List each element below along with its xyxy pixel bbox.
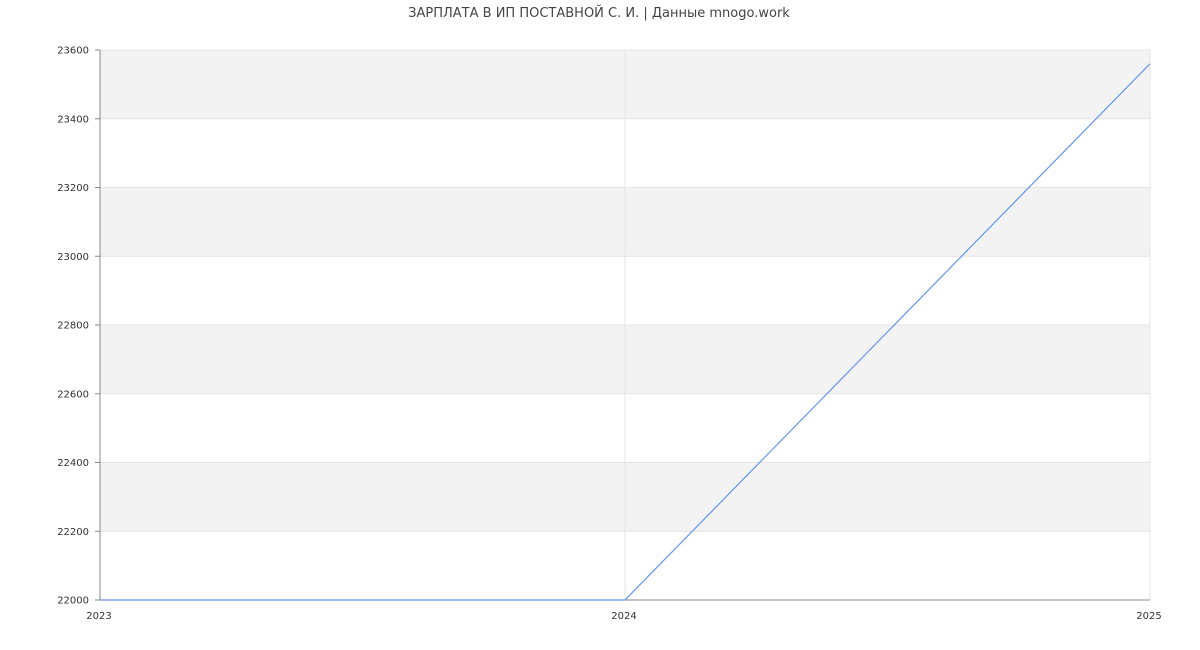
x-tick-label: 2024: [611, 611, 636, 622]
y-tick-label: 23000: [57, 252, 89, 263]
y-tick-label: 22200: [57, 527, 89, 538]
y-tick-label: 23200: [57, 183, 89, 194]
y-tick-label: 23400: [57, 114, 89, 125]
y-tick-label: 22800: [57, 321, 89, 332]
y-tick-label: 22400: [57, 458, 89, 469]
chart-title: ЗАРПЛАТА В ИП ПОСТАВНОЙ С. И. | Данные m…: [408, 6, 790, 21]
y-tick-label: 22600: [57, 389, 89, 400]
y-tick-label: 22000: [57, 596, 89, 607]
x-tick-label: 2023: [86, 611, 111, 622]
x-tick-label: 2025: [1136, 611, 1161, 622]
series-line: [100, 63, 1151, 601]
y-tick-label: 23600: [57, 46, 89, 57]
